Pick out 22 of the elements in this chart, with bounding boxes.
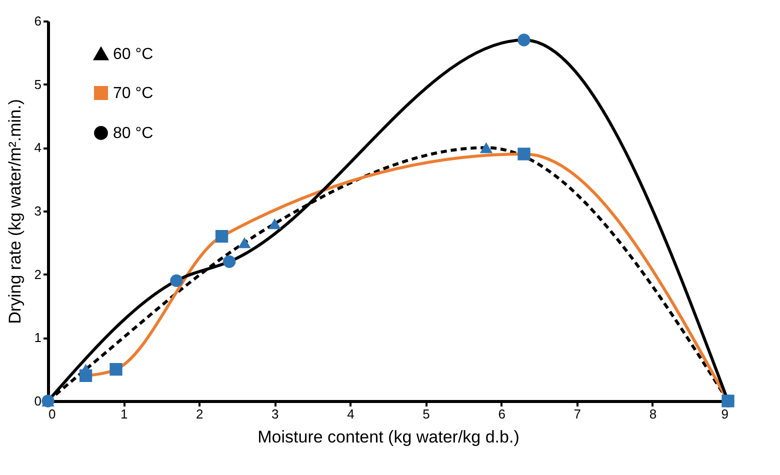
x-axis-title: Moisture content (kg water/kg d.b.) — [258, 428, 520, 446]
x-tick-label: 7 — [574, 406, 582, 422]
x-tick-label: 2 — [196, 406, 204, 422]
x-tick-label: 3 — [272, 406, 279, 422]
x-tick-label: 5 — [422, 406, 430, 422]
legend-label: 60 °C — [113, 46, 154, 63]
y-tick-label: 4 — [34, 140, 42, 156]
y-tick-label: 6 — [34, 14, 42, 28]
legend-label: 70 °C — [113, 85, 154, 102]
y-tick-label: 5 — [34, 76, 42, 92]
y-tick-label: 1 — [34, 330, 42, 346]
x-tick-label: 9 — [721, 406, 728, 422]
y-tick-label: 0 — [34, 394, 42, 408]
x-tick-label: 6 — [498, 406, 506, 422]
legend-label: 80 °C — [113, 125, 154, 142]
y-tick-label: 3 — [34, 204, 42, 218]
x-tick-label: 8 — [649, 406, 657, 422]
y-tick-label: 2 — [34, 266, 42, 282]
x-tick-label: 0 — [48, 406, 56, 422]
x-tick-label: 4 — [347, 406, 354, 422]
y-axis-title: Drying rate (kg water/m².min.) — [5, 99, 24, 324]
x-tick-label: 1 — [120, 406, 128, 422]
